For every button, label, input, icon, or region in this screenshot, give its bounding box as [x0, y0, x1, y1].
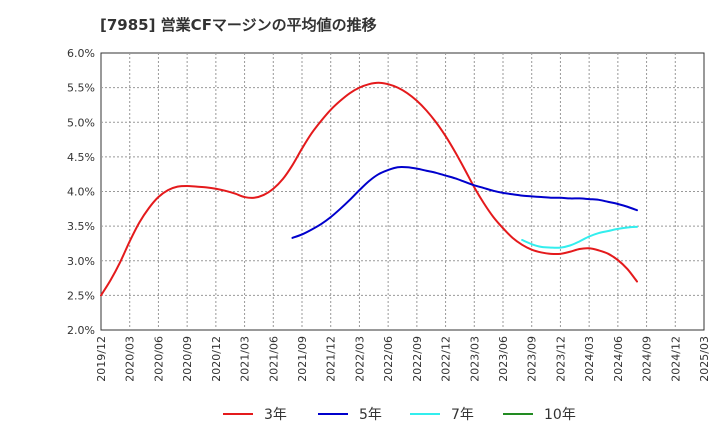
x-tick-label: 2023/09 — [526, 336, 539, 382]
x-tick-label: 2023/03 — [468, 336, 481, 382]
legend-label: 3年 — [264, 407, 287, 423]
y-tick-label: 3.0% — [67, 255, 95, 268]
x-tick-label: 2025/03 — [698, 336, 711, 382]
y-tick-label: 4.0% — [67, 186, 95, 199]
y-tick-label: 3.5% — [67, 220, 95, 233]
legend-label: 10年 — [544, 407, 576, 423]
x-tick-label: 2023/06 — [497, 336, 510, 382]
y-tick-label: 6.0% — [67, 47, 95, 60]
x-tick-label: 2020/06 — [152, 336, 165, 382]
x-tick-label: 2020/03 — [124, 336, 137, 382]
y-tick-label: 4.5% — [67, 151, 95, 164]
series-line — [521, 225, 638, 249]
legend-label: 7年 — [451, 407, 474, 423]
x-tick-label: 2022/09 — [411, 336, 424, 382]
x-tick-label: 2022/06 — [382, 336, 395, 382]
x-tick-label: 2024/09 — [641, 336, 654, 382]
legend: 3年 5年 7年 10年 — [223, 407, 576, 423]
y-tick-label: 2.5% — [67, 289, 95, 302]
grid-lines — [101, 53, 704, 330]
series-line — [291, 165, 638, 239]
x-tick-label: 2019/12 — [95, 336, 108, 382]
y-tick-label: 2.0% — [67, 324, 95, 337]
x-tick-label: 2022/03 — [353, 336, 366, 382]
y-tick-label: 5.0% — [67, 116, 95, 129]
legend-label: 5年 — [359, 407, 382, 423]
x-axis: 2019/12 2020/03 2020/06 2020/09 2020/12 2021/… — [95, 336, 711, 382]
series-line — [100, 81, 638, 297]
y-axis: 2.0% 2.5% 3.0% 3.5% 4.0% 4.5% 5.0% 5.5% 6.0% — [67, 47, 95, 337]
x-tick-label: 2020/09 — [181, 336, 194, 382]
x-tick-label: 2020/12 — [210, 336, 223, 382]
x-tick-label: 2021/03 — [239, 336, 252, 382]
y-tick-label: 5.5% — [67, 82, 95, 95]
chart-title: [7985] 営業CFマージンの平均値の推移 — [100, 16, 377, 34]
x-tick-label: 2024/12 — [669, 336, 682, 382]
x-tick-label: 2021/09 — [296, 336, 309, 382]
x-tick-label: 2021/06 — [267, 336, 280, 382]
x-tick-label: 2024/06 — [612, 336, 625, 382]
x-tick-label: 2023/12 — [554, 336, 567, 382]
x-tick-label: 2021/12 — [325, 336, 338, 382]
series-lines — [100, 81, 638, 297]
x-tick-label: 2022/12 — [440, 336, 453, 382]
x-tick-label: 2024/03 — [583, 336, 596, 382]
